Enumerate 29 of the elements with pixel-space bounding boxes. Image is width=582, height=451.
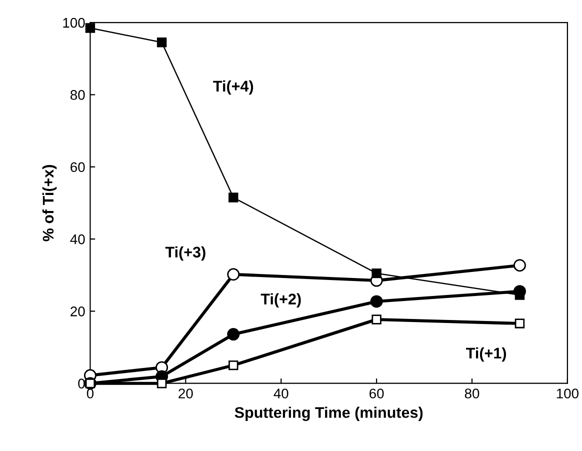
x-axis-title: Sputtering Time (minutes) [234, 406, 423, 422]
point [227, 328, 240, 341]
y-tick-label: 100 [63, 18, 85, 28]
y-tick-label: 40 [70, 234, 85, 244]
x-tick-label: 40 [274, 388, 288, 398]
x-tick-label: 20 [178, 388, 193, 398]
series-label: Ti(+3) [165, 246, 206, 261]
series-label: Ti(+2) [260, 293, 301, 308]
point [372, 268, 382, 278]
series-label: Ti(+4) [213, 80, 254, 95]
point [228, 192, 238, 202]
y-tick-label: 80 [70, 90, 85, 100]
point [156, 38, 167, 48]
point [85, 23, 96, 33]
y-tick-label: 60 [70, 162, 85, 172]
point [156, 378, 167, 388]
y-axis-title: % of Ti(+x) [42, 165, 57, 242]
point [513, 259, 526, 272]
point [372, 314, 382, 324]
x-tick-label: 100 [556, 388, 578, 398]
point [227, 268, 240, 281]
x-tick-label: 80 [464, 388, 480, 398]
point [228, 360, 238, 370]
y-tick-label: 0 [78, 378, 85, 389]
x-tick-label: 60 [370, 388, 384, 398]
y-tick-label: 20 [70, 306, 85, 316]
point [514, 318, 525, 328]
point [370, 295, 383, 308]
series-label: Ti(+1) [466, 347, 506, 362]
